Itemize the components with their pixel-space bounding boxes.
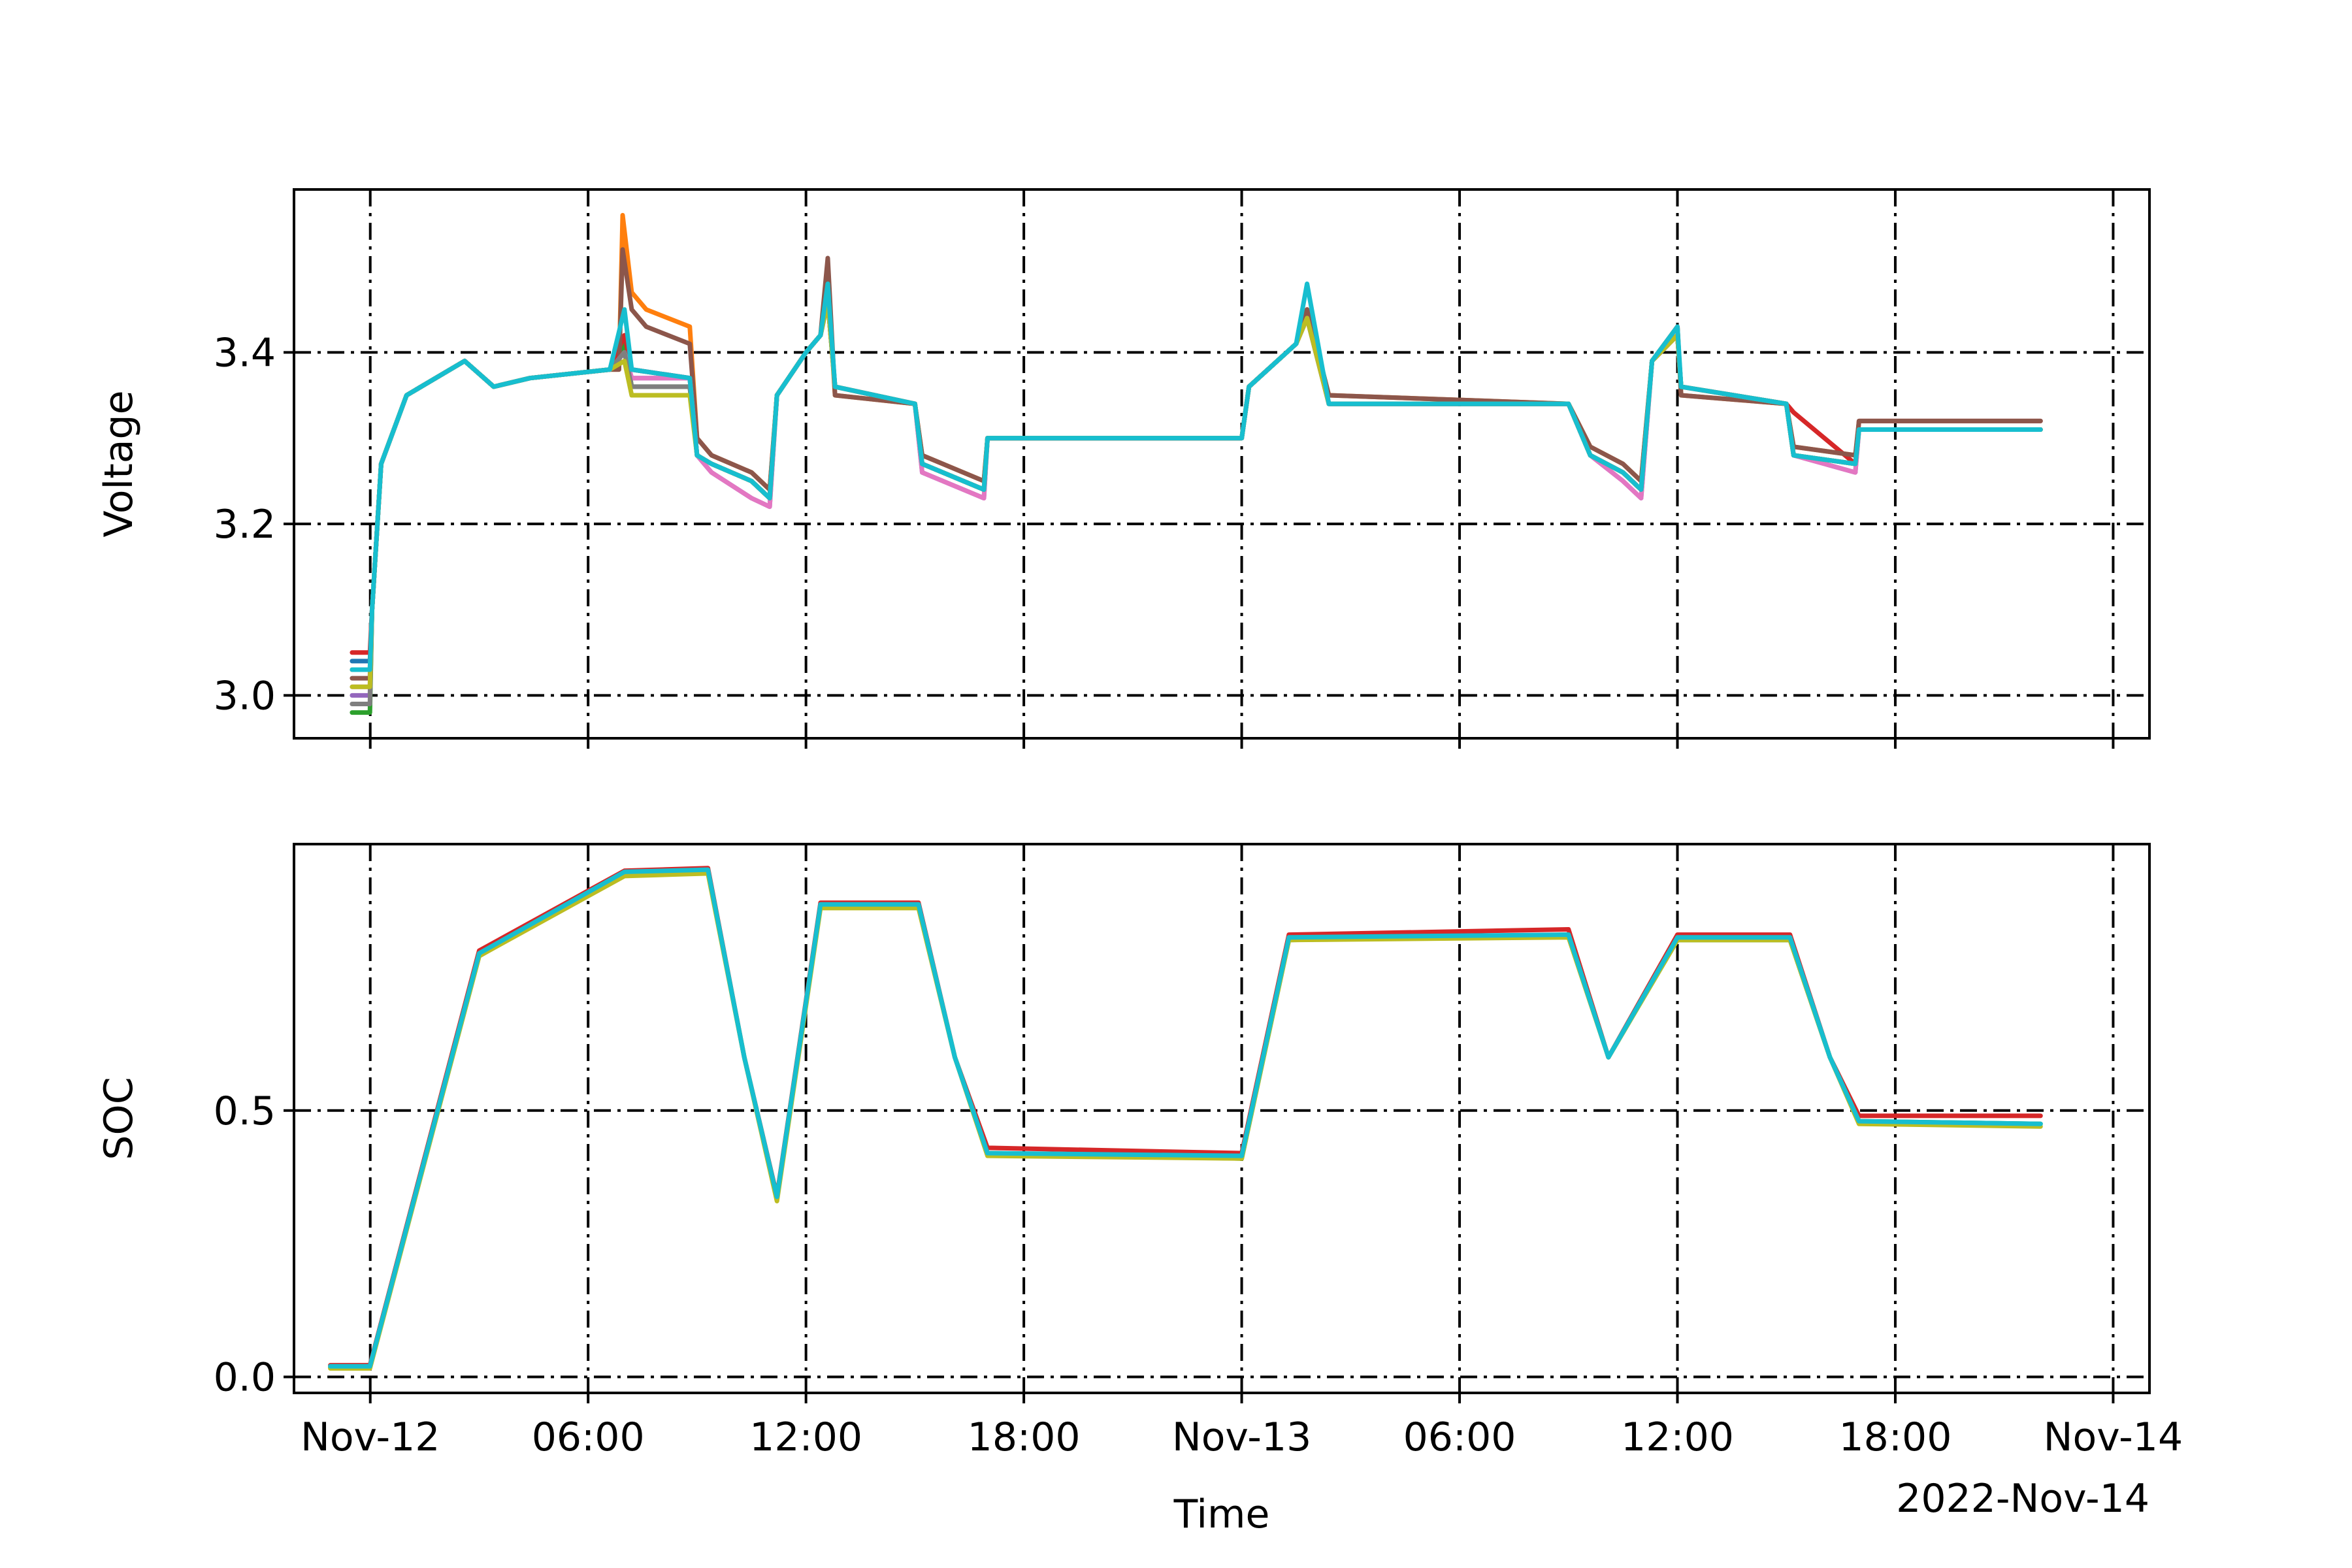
x-axis-label: Time (1173, 1492, 1270, 1537)
xtick-label: Nov-13 (1172, 1414, 1312, 1460)
voltage-axes: 3.0 3.2 3.4 Voltage (96, 188, 2151, 749)
soc-ticks: 0.0 0.5 Nov-12 06:00 12:00 18:00 Nov-13 06:00 12… (214, 1088, 2183, 1460)
xtick-label: 06:00 (532, 1414, 645, 1460)
voltage-y-axis-label: Voltage (96, 390, 142, 537)
voltage-ytick-label: 3.0 (214, 673, 276, 719)
xtick-label: 18:00 (968, 1414, 1081, 1460)
voltage-series-line-9 (350, 281, 2043, 672)
xtick-label: Nov-14 (2044, 1414, 2183, 1460)
soc-ytick-label: 0.5 (214, 1088, 276, 1134)
soc-gridlines (294, 844, 2149, 1393)
xtick-label: 12:00 (749, 1414, 862, 1460)
voltage-ytick-label: 3.4 (214, 330, 276, 376)
voltage-ticks: 3.0 3.2 3.4 (214, 330, 2115, 749)
soc-y-axis-label: SOC (96, 1077, 142, 1160)
x-axis-offset-label: 2022-Nov-14 (1896, 1476, 2149, 1522)
soc-ytick-label: 0.0 (214, 1355, 276, 1401)
voltage-ytick-label: 3.2 (214, 502, 276, 547)
voltage-series-lines (350, 212, 2043, 715)
xtick-label: 18:00 (1838, 1414, 1952, 1460)
xtick-label: 12:00 (1621, 1414, 1734, 1460)
soc-axes-frame (293, 843, 2151, 1394)
xtick-label: 06:00 (1403, 1414, 1516, 1460)
soc-axes: 0.0 0.5 Nov-12 06:00 12:00 18:00 Nov-13 06:00 12… (96, 843, 2183, 1537)
soc-series-line-3 (328, 867, 2043, 1369)
voltage-gridlines (294, 189, 2149, 738)
soc-series-lines (328, 866, 2043, 1371)
voltage-axes-frame (293, 188, 2151, 740)
xtick-label: Nov-12 (301, 1414, 440, 1460)
